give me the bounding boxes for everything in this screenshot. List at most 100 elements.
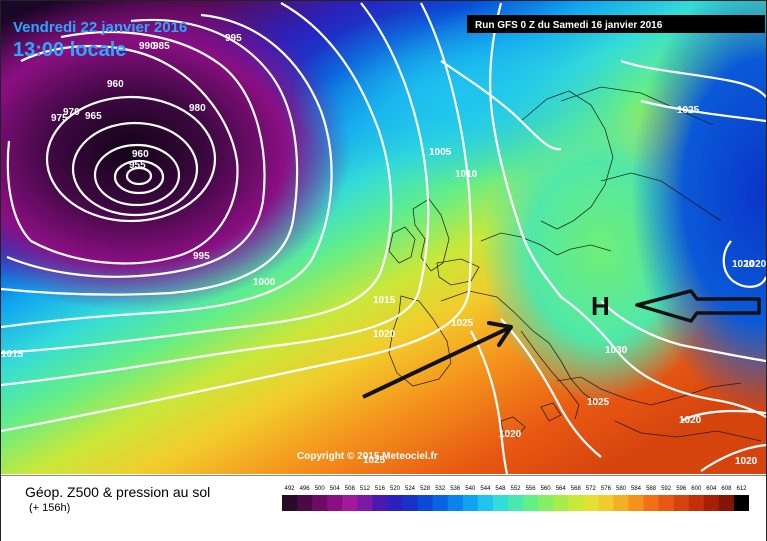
- forecast-time: 13:00 locale: [13, 39, 126, 61]
- scale-tick-label: 516: [375, 486, 386, 492]
- isobar-label: 1005: [429, 147, 452, 158]
- scale-swatch: [342, 495, 358, 511]
- scale-swatch: [658, 495, 675, 511]
- scale-swatch: [538, 495, 554, 511]
- scale-tick-label: 576: [601, 486, 612, 492]
- isobar-label: 1025: [587, 397, 610, 408]
- isobar-label: 1020: [732, 259, 755, 270]
- isobar-label: 1025: [363, 455, 386, 466]
- scale-swatch: [327, 495, 343, 511]
- scale-tick-label: 540: [465, 486, 476, 492]
- scale-swatch: [598, 495, 614, 511]
- scale-tick-label: 564: [556, 486, 567, 492]
- isobar-label: 1015: [373, 295, 396, 306]
- scale-swatch: [432, 495, 449, 511]
- coastlines: [388, 86, 762, 442]
- scale-tick-label: 528: [420, 486, 431, 492]
- isobar-label: 990: [139, 41, 156, 52]
- scale-swatch: [447, 495, 464, 511]
- scale-tick-label: 552: [510, 486, 521, 492]
- scale-swatch: [628, 495, 644, 511]
- scale-swatch: [387, 495, 403, 511]
- scale-swatch: [553, 495, 569, 511]
- scale-tick-label: 532: [435, 486, 446, 492]
- scale-tick-label: 556: [526, 486, 537, 492]
- scale-swatch: [357, 495, 373, 511]
- scale-tick-label: 584: [631, 486, 642, 492]
- low-pressure-core: [1, 1, 351, 311]
- isobar-label: 960: [132, 149, 149, 160]
- copyright-text: Copyright © 2015 Meteociel.fr: [297, 451, 438, 462]
- isobar-label: 1020: [373, 329, 396, 340]
- isobar-label: 1020: [735, 456, 758, 467]
- isobar-label: 1030: [605, 345, 628, 356]
- isobar-label: 975: [51, 113, 68, 124]
- high-pressure-marker: H: [591, 291, 610, 321]
- isobar-label: 995: [225, 33, 242, 44]
- wind-arrow-head: [487, 321, 513, 347]
- legend-subtitle: (+ 156h): [29, 502, 71, 514]
- legend-bar: Géop. Z500 & pression au sol (+ 156h) 49…: [1, 475, 766, 541]
- isobar-label: 995: [193, 251, 210, 262]
- scale-tick-label: 520: [390, 486, 401, 492]
- run-info: Run GFS 0 Z du Samedi 16 janvier 2016: [475, 20, 663, 31]
- scale-swatch: [508, 495, 524, 511]
- isobar-label: 1020: [744, 259, 766, 270]
- isobar-label: 1020: [499, 429, 522, 440]
- wind-arrow-line: [362, 325, 512, 399]
- scale-swatch: [613, 495, 629, 511]
- run-info-box: [467, 15, 765, 33]
- isobar-label: 1015: [1, 349, 24, 360]
- scale-tick-label: 504: [330, 486, 341, 492]
- scale-tick-label: 572: [586, 486, 597, 492]
- isobar-label: 965: [85, 111, 102, 122]
- forecast-date: Vendredi 22 janvier 2016: [13, 19, 187, 36]
- scale-tick-label: 544: [480, 486, 491, 492]
- scale-tick-label: 492: [284, 486, 295, 492]
- isobar-label: 1020: [679, 415, 702, 426]
- isobar-labels: 990 985 995 960 975 970 965 980 960 955 …: [1, 33, 766, 467]
- scale-tick-label: 568: [571, 486, 582, 492]
- scale-swatch: [462, 495, 479, 511]
- isobar-label: 985: [153, 41, 170, 52]
- scale-swatch: [703, 495, 720, 511]
- legend-title: Géop. Z500 & pression au sol: [25, 484, 211, 500]
- scale-swatch: [282, 495, 298, 511]
- scale-tick-label: 560: [541, 486, 552, 492]
- scale-tick-label: 596: [676, 486, 687, 492]
- scale-tick-label: 580: [616, 486, 627, 492]
- scale-swatch: [643, 495, 659, 511]
- scale-swatch: [297, 495, 313, 511]
- isobar-label: 1025: [451, 318, 474, 329]
- isobar-label: 1000: [253, 277, 276, 288]
- isobar-label: 1010: [455, 169, 478, 180]
- scale-tick-label: 496: [300, 486, 311, 492]
- scale-tick-label: 600: [691, 486, 702, 492]
- scale-swatch: [583, 495, 599, 511]
- scale-swatch: [492, 495, 509, 511]
- isobars: [1, 2, 766, 474]
- scale-swatch: [417, 495, 434, 511]
- scale-swatch: [718, 495, 735, 511]
- scale-swatch: [372, 495, 388, 511]
- scale-tick-label: 524: [405, 486, 416, 492]
- scale-swatch: [568, 495, 584, 511]
- scale-tick-label: 608: [721, 486, 732, 492]
- hollow-arrow: [635, 289, 761, 323]
- scale-tick-label: 548: [495, 486, 506, 492]
- scale-swatch: [688, 495, 705, 511]
- scale-tick-label: 588: [646, 486, 657, 492]
- scale-swatch: [312, 495, 328, 511]
- scale-tick-label: 604: [706, 486, 717, 492]
- scale-swatch: [673, 495, 690, 511]
- scale-tick-label: 612: [736, 486, 747, 492]
- isobar-label: 980: [189, 103, 206, 114]
- isobar-label: 960: [107, 79, 124, 90]
- isobar-label: 970: [63, 107, 80, 118]
- color-scale: 492 496 500 504 508 512 516 520 524 528 532 536 540 5…: [282, 486, 749, 511]
- isobar-label: 955: [129, 160, 146, 171]
- scale-swatch: [402, 495, 418, 511]
- scale-tick-label: 512: [360, 486, 371, 492]
- scale-swatch: [523, 495, 539, 511]
